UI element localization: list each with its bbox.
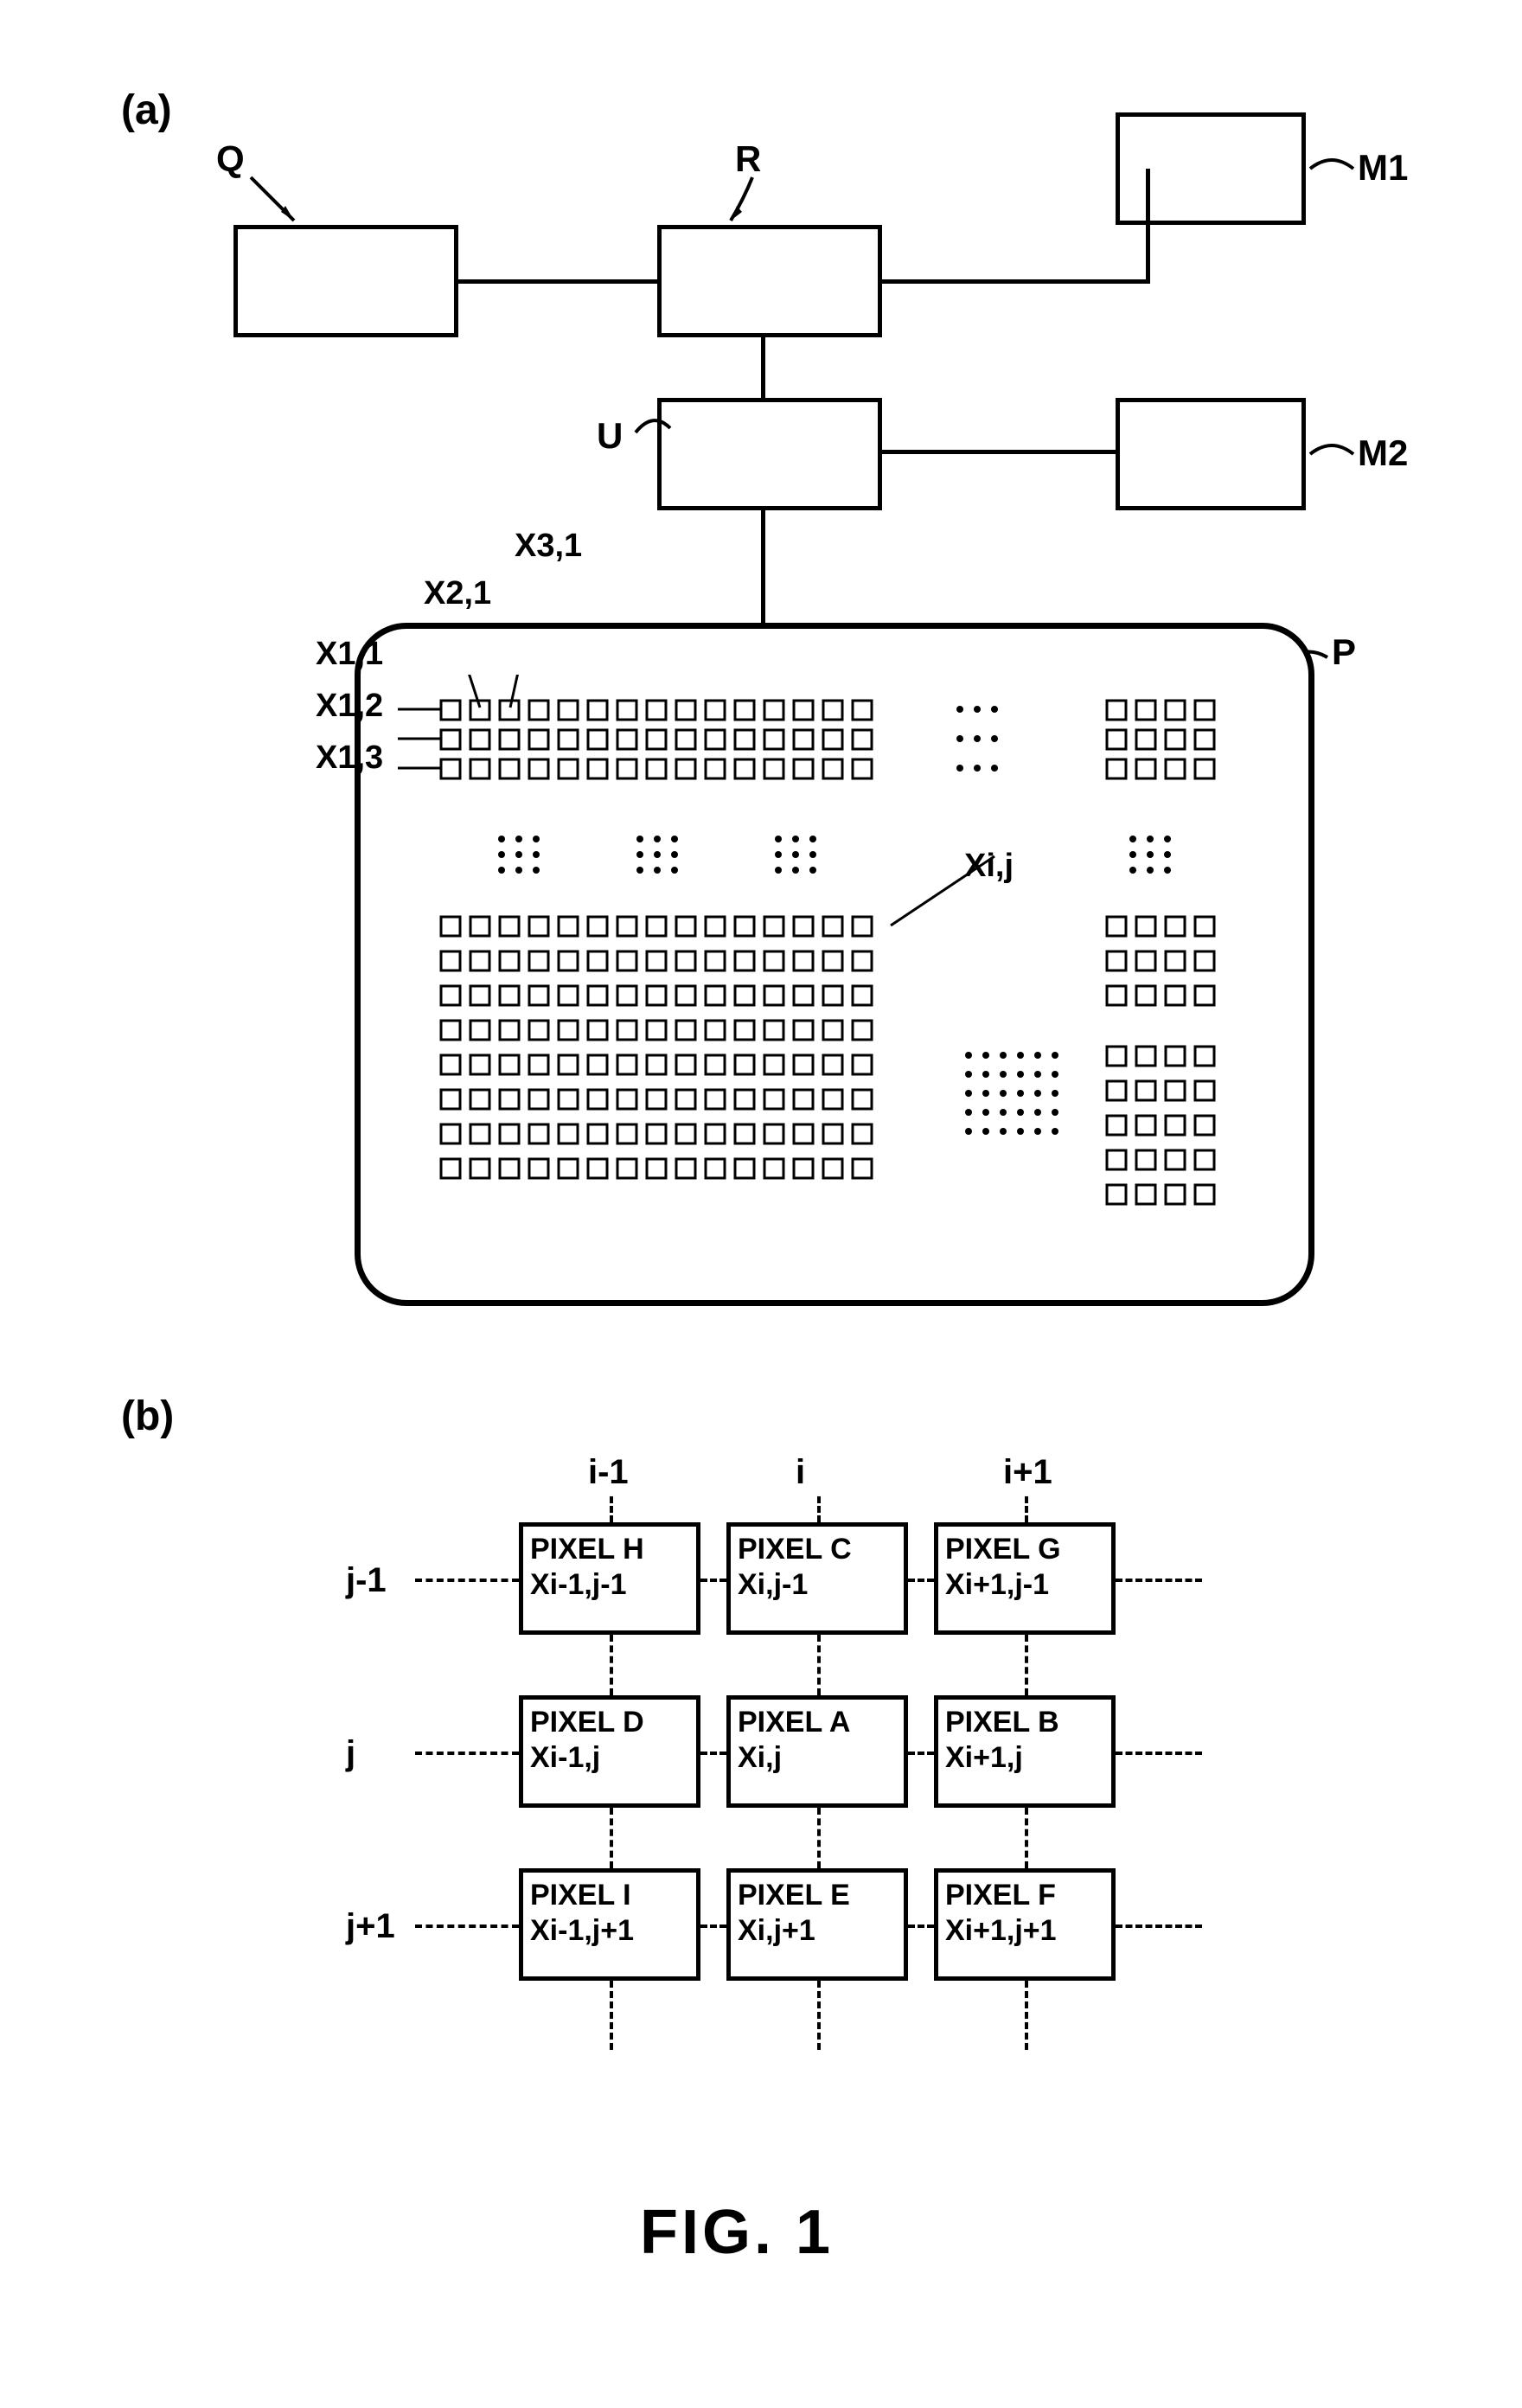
pixel-box-2-0: PIXEL IXi-1,j+1 <box>519 1868 700 1981</box>
pixel-box-2-1: PIXEL EXi,j+1 <box>726 1868 908 1981</box>
dash-v-mid-2-0 <box>1025 1635 1028 1695</box>
dash-v-bot-2 <box>1025 1981 1028 2050</box>
pixel-box-1-2: PIXEL BXi+1,j <box>934 1695 1116 1808</box>
curve-M1 <box>1306 147 1358 190</box>
dash-v-bot-1 <box>817 1981 821 2050</box>
pixel-box-0-1: PIXEL CXi,j-1 <box>726 1522 908 1635</box>
dash-h-right-0 <box>1116 1579 1202 1582</box>
dash-v-bot-0 <box>610 1981 613 2050</box>
dash-v-mid-1-1 <box>817 1808 821 1868</box>
label-Xij: Xi,j <box>964 848 1014 885</box>
row-label-0: j-1 <box>346 1561 387 1600</box>
pixel-box-sub: Xi+1,j-1 <box>945 1567 1104 1603</box>
dash-h-right-2 <box>1116 1924 1202 1928</box>
pixel-box-sub: Xi-1,j <box>530 1740 689 1776</box>
label-P: P <box>1332 631 1356 673</box>
label-X11: X1,1 <box>316 636 383 673</box>
pixel-box-sub: Xi,j+1 <box>738 1913 897 1949</box>
dash-h-mid-0-1 <box>908 1579 934 1582</box>
pixel-box-sub: Xi+1,j <box>945 1740 1104 1776</box>
section-a-label: (a) <box>121 86 172 134</box>
dash-h-right-1 <box>1116 1752 1202 1755</box>
col-label-2: i+1 <box>1003 1453 1052 1492</box>
line-RU <box>761 337 765 398</box>
pixel-box-sub: Xi,j-1 <box>738 1567 897 1603</box>
block-R <box>657 225 882 337</box>
dash-h-left-0 <box>415 1579 519 1582</box>
pixel-box-sub: Xi-1,j-1 <box>530 1567 689 1603</box>
pixel-array-svg <box>398 675 1271 1263</box>
block-M2 <box>1116 398 1306 510</box>
pixel-box-0-0: PIXEL HXi-1,j-1 <box>519 1522 700 1635</box>
dash-v-mid-2-1 <box>1025 1808 1028 1868</box>
figure-1: (a) Q R M1 M2 U P <box>35 35 1487 2370</box>
pixel-box-0-2: PIXEL GXi+1,j-1 <box>934 1522 1116 1635</box>
pixel-box-title: PIXEL D <box>530 1705 689 1740</box>
line-QR <box>458 279 657 284</box>
row-label-2: j+1 <box>346 1907 395 1946</box>
pixel-box-title: PIXEL G <box>945 1532 1104 1567</box>
line-UP <box>761 510 765 623</box>
line-UM2 <box>882 450 1116 454</box>
pixel-box-title: PIXEL A <box>738 1705 897 1740</box>
pixel-box-sub: Xi,j <box>738 1740 897 1776</box>
block-M1 <box>1116 112 1306 225</box>
line-RM1v <box>1146 169 1150 284</box>
arrow-Q <box>233 173 320 234</box>
row-label-1: j <box>346 1734 355 1773</box>
line-RM1h <box>882 279 1150 284</box>
pixel-box-1-0: PIXEL DXi-1,j <box>519 1695 700 1808</box>
arrow-R <box>718 173 804 234</box>
label-X21: X2,1 <box>424 575 491 612</box>
dash-v-mid-0-0 <box>610 1635 613 1695</box>
section-b-label: (b) <box>121 1393 174 1440</box>
pixel-box-2-2: PIXEL FXi+1,j+1 <box>934 1868 1116 1981</box>
dash-h-mid-1-0 <box>700 1752 726 1755</box>
curve-U <box>631 407 675 450</box>
pixel-box-title: PIXEL B <box>945 1705 1104 1740</box>
pixel-box-title: PIXEL F <box>945 1878 1104 1913</box>
dash-v-top-0 <box>610 1496 613 1522</box>
dash-v-mid-1-0 <box>817 1635 821 1695</box>
label-U: U <box>597 415 623 457</box>
col-label-0: i-1 <box>588 1453 629 1492</box>
label-X12: X1,2 <box>316 688 383 725</box>
pixel-box-sub: Xi-1,j+1 <box>530 1913 689 1949</box>
pixel-box-1-1: PIXEL AXi,j <box>726 1695 908 1808</box>
dash-v-top-1 <box>817 1496 821 1522</box>
label-M2: M2 <box>1358 432 1408 474</box>
dash-h-mid-0-0 <box>700 1579 726 1582</box>
block-U <box>657 398 882 510</box>
figure-title: FIG. 1 <box>640 2197 834 2268</box>
dash-h-mid-2-1 <box>908 1924 934 1928</box>
pixel-box-title: PIXEL H <box>530 1532 689 1567</box>
dash-h-mid-1-1 <box>908 1752 934 1755</box>
curve-M2 <box>1306 432 1358 476</box>
dash-v-mid-0-1 <box>610 1808 613 1868</box>
dash-h-mid-2-0 <box>700 1924 726 1928</box>
block-Q <box>233 225 458 337</box>
pixel-box-title: PIXEL I <box>530 1878 689 1913</box>
label-X31: X3,1 <box>515 528 582 565</box>
pixel-box-sub: Xi+1,j+1 <box>945 1913 1104 1949</box>
dash-h-left-1 <box>415 1752 519 1755</box>
dash-h-left-2 <box>415 1924 519 1928</box>
label-M1: M1 <box>1358 147 1408 189</box>
dash-v-top-2 <box>1025 1496 1028 1522</box>
pixel-box-title: PIXEL E <box>738 1878 897 1913</box>
label-X13: X1,3 <box>316 740 383 777</box>
col-label-1: i <box>796 1453 805 1492</box>
pixel-box-title: PIXEL C <box>738 1532 897 1567</box>
